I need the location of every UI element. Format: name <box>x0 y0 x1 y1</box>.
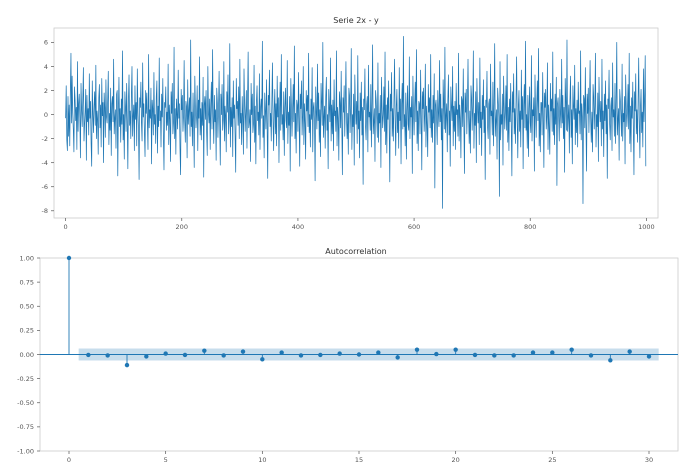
x-tick-label: 1000 <box>638 223 655 231</box>
acf-marker <box>202 348 207 353</box>
x-tick-label: 5 <box>164 456 168 464</box>
acf-marker <box>279 350 284 355</box>
acf-marker <box>530 350 536 355</box>
x-tick-label: 25 <box>548 456 556 464</box>
acf-marker <box>260 357 265 362</box>
acf-title: Autocorrelation <box>325 247 387 256</box>
x-tick-label: 10 <box>258 456 266 464</box>
y-tick-label: 0.50 <box>20 303 34 311</box>
acf-marker <box>627 349 632 354</box>
acf-marker <box>124 362 130 368</box>
y-tick-label: -2 <box>42 135 48 143</box>
y-tick-label: 0.00 <box>20 351 34 359</box>
x-tick-label: 600 <box>408 223 420 231</box>
acf-marker <box>318 352 323 358</box>
acf-marker <box>472 352 478 358</box>
y-tick-label: 0.75 <box>20 278 34 286</box>
acf-marker <box>550 350 555 355</box>
y-tick-label: 0.25 <box>20 327 34 335</box>
x-tick-label: 800 <box>524 223 536 231</box>
y-tick-label: 0 <box>44 111 48 119</box>
acf-marker <box>337 351 342 356</box>
y-tick-label: 6 <box>44 39 48 47</box>
acf-marker <box>163 351 168 356</box>
time-series-panel: Serie 2x - y 0 200 400 600 800 1000 -8 -6 -4 -2 0 2… <box>42 16 659 231</box>
y-tick-label: 1.00 <box>20 254 34 262</box>
acf-marker <box>182 352 188 358</box>
time-series-title: Serie 2x - y <box>333 16 379 25</box>
x-tick-label: 20 <box>452 456 460 464</box>
acf-marker <box>221 353 226 358</box>
time-series-plot-area <box>53 27 659 219</box>
acf-marker <box>395 355 400 360</box>
y-tick-label: -4 <box>42 159 48 167</box>
acf-marker <box>492 353 497 358</box>
acf-marker <box>298 353 304 358</box>
acf-marker <box>356 352 362 357</box>
x-tick-label: 200 <box>176 223 188 231</box>
series-line <box>65 36 647 209</box>
acf-marker <box>86 352 91 358</box>
x-tick-label: 400 <box>292 223 304 231</box>
acf-marker <box>453 347 458 352</box>
x-tick-label: 0 <box>67 456 71 464</box>
acf-marker <box>240 349 246 354</box>
x-tick-label: 15 <box>355 456 363 464</box>
acf-marker <box>511 353 516 358</box>
x-tick-label: 30 <box>645 456 653 464</box>
acf-marker <box>646 354 652 359</box>
y-tick-label: -0.75 <box>17 423 34 431</box>
acf-marker <box>376 350 381 355</box>
y-tick-label: 2 <box>44 87 48 95</box>
acf-marker <box>588 353 594 358</box>
acf-panel: Autocorrelation 0 5 10 15 20 25 30 -1.00 -0.75 -0… <box>17 247 679 464</box>
y-tick-label: -6 <box>42 183 48 191</box>
acf-marker <box>414 347 420 352</box>
y-tick-label: 4 <box>44 63 48 71</box>
acf-marker <box>569 347 574 352</box>
y-tick-label: -1.00 <box>17 447 34 455</box>
y-tick-label: -8 <box>42 207 48 215</box>
y-tick-label: -0.50 <box>17 399 34 407</box>
acf-marker <box>66 255 72 261</box>
acf-marker <box>105 353 110 358</box>
y-tick-label: -0.25 <box>17 375 34 383</box>
acf-marker <box>144 354 149 359</box>
acf-marker <box>608 358 613 363</box>
x-tick-label: 0 <box>64 223 68 231</box>
acf-marker <box>434 351 439 357</box>
